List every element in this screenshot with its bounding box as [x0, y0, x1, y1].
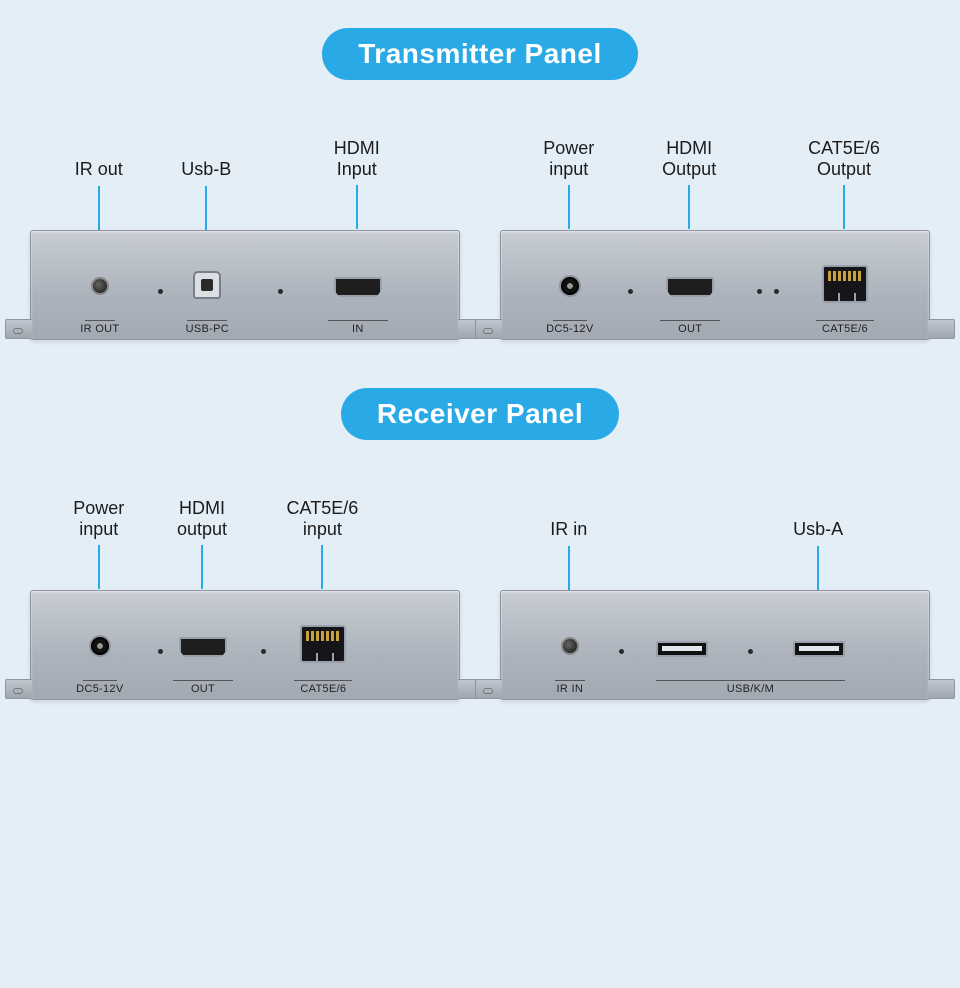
- led-port-icon: [619, 649, 624, 654]
- rj45-port-icon: [300, 625, 346, 663]
- callout-label: HDMI output: [152, 498, 252, 589]
- rx-back-callouts: Power inputHDMI outputCAT5E/6 input: [30, 470, 460, 590]
- rx-front-col: IR in Usb-A IR IN USB/K/M: [500, 470, 930, 700]
- tx-back-callouts: Power inputHDMI Output CAT5E/6 Output: [500, 110, 930, 230]
- port-label: IR OUT: [80, 323, 119, 335]
- led-port-icon: [278, 289, 283, 294]
- bracket-hole-icon: [13, 328, 23, 334]
- callout-label: HDMI Output: [639, 138, 739, 229]
- led-port-icon: [158, 289, 163, 294]
- usb-a-port-icon: [793, 641, 845, 657]
- port-label: OUT: [191, 683, 215, 695]
- tx-front-col: IR outUsb-B HDMI Input IR OUT USB-PC IN: [30, 110, 460, 340]
- led-port-icon: [757, 289, 762, 294]
- callout-label: CAT5E/6 input: [272, 498, 372, 589]
- port-label: USB/K/M: [727, 683, 774, 695]
- hdmi-port-icon: [179, 637, 227, 657]
- tx-front-callouts: IR outUsb-B HDMI Input: [30, 110, 460, 230]
- transmitter-title: Transmitter Panel: [322, 28, 637, 80]
- port-label: CAT5E/6: [822, 323, 868, 335]
- tx-front-device: IR OUT USB-PC IN: [30, 230, 460, 340]
- callout-label: IR in: [519, 519, 619, 590]
- tx-back-device: DC5-12V OUT CAT5E/6: [500, 230, 930, 340]
- port-label: DC5-12V: [76, 683, 123, 695]
- callout-label: CAT5E/6 Output: [794, 138, 894, 229]
- led-port-icon: [261, 649, 266, 654]
- led-port-icon: [748, 649, 753, 654]
- callout-label: IR out: [49, 159, 149, 230]
- callout-label: Power input: [519, 138, 619, 229]
- led-port-icon: [628, 289, 633, 294]
- dc-port-icon: [559, 275, 581, 297]
- bracket-hole-icon: [937, 688, 947, 694]
- port-label: IN: [352, 323, 364, 335]
- rx-front-device: IR IN USB/K/M: [500, 590, 930, 700]
- led-port-icon: [774, 289, 779, 294]
- port-label: OUT: [678, 323, 702, 335]
- dc-port-icon: [89, 635, 111, 657]
- jack35-port-icon: [561, 637, 579, 655]
- rx-back-device: DC5-12V OUT CAT5E/6: [30, 590, 460, 700]
- bracket-hole-icon: [937, 328, 947, 334]
- rx-front-callouts: IR in Usb-A: [500, 470, 930, 590]
- callout-label: Power input: [49, 498, 149, 589]
- port-label: USB-PC: [186, 323, 229, 335]
- rj45-port-icon: [822, 265, 868, 303]
- callout-label: Usb-A: [768, 519, 868, 590]
- hdmi-port-icon: [334, 277, 382, 297]
- bracket-hole-icon: [483, 328, 493, 334]
- port-label: CAT5E/6: [300, 683, 346, 695]
- led-port-icon: [158, 649, 163, 654]
- transmitter-title-wrap: Transmitter Panel: [0, 28, 960, 80]
- callout-label: Usb-B: [156, 159, 256, 230]
- receiver-title: Receiver Panel: [341, 388, 619, 440]
- transmitter-row: IR outUsb-B HDMI Input IR OUT USB-PC IN Pow…: [0, 110, 960, 340]
- usb-a-port-icon: [656, 641, 708, 657]
- bracket-hole-icon: [483, 688, 493, 694]
- callout-label: HDMI Input: [307, 138, 407, 229]
- receiver-row: Power inputHDMI outputCAT5E/6 input DC5-…: [0, 470, 960, 700]
- port-label: DC5-12V: [546, 323, 593, 335]
- receiver-title-wrap: Receiver Panel: [0, 388, 960, 440]
- port-label: IR IN: [557, 683, 584, 695]
- tx-back-col: Power inputHDMI Output CAT5E/6 Output DC5…: [500, 110, 930, 340]
- jack35-port-icon: [91, 277, 109, 295]
- bracket-hole-icon: [13, 688, 23, 694]
- hdmi-port-icon: [666, 277, 714, 297]
- usb-b-port-icon: [193, 271, 221, 299]
- rx-back-col: Power inputHDMI outputCAT5E/6 input DC5-…: [30, 470, 460, 700]
